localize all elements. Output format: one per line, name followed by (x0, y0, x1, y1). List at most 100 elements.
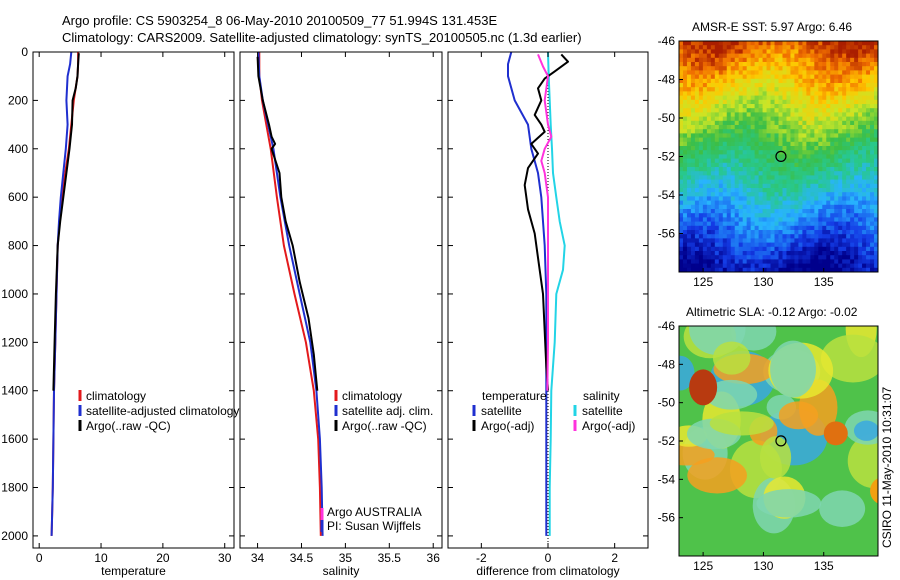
sst-map-cell (866, 49, 871, 55)
sst-map-cell (874, 175, 878, 181)
sst-map-cell (682, 95, 688, 101)
sst-map-cell (858, 167, 863, 172)
sst-map-cell (778, 192, 784, 197)
sst-map-cell (814, 41, 819, 46)
sst-map-cell (810, 49, 815, 55)
sla-map-anomaly-blob (705, 379, 758, 410)
sst-map-cell (790, 171, 796, 176)
sst-map-cell (766, 179, 772, 185)
sst-map-cell (682, 141, 688, 147)
sst-map-cell (850, 95, 855, 101)
sst-map-cell (766, 74, 772, 80)
sst-map-cell (758, 154, 764, 160)
sst-map-cell (730, 74, 736, 80)
sst-map-cell (818, 150, 823, 155)
sst-map-cell (766, 259, 772, 265)
sst-map-cell (730, 255, 736, 260)
sst-map-cell (790, 129, 796, 134)
sst-map-cell (758, 66, 764, 71)
sst-map-cell (690, 242, 696, 248)
sst-map-cell (838, 221, 843, 227)
sst-map-cell (870, 259, 875, 265)
sst-map-cell (862, 188, 867, 193)
sst-map-cell (818, 209, 823, 214)
sst-map-cell (866, 78, 871, 84)
sst-map-cell (862, 259, 867, 265)
sst-map-cell (714, 95, 720, 101)
sst-map-cell (790, 120, 796, 126)
sst-map-cell (726, 175, 732, 181)
sst-map-cell (774, 213, 780, 218)
sst-map-cell (782, 87, 788, 92)
sst-map-cell (770, 221, 776, 227)
sst-map-cell (742, 204, 748, 210)
sst-map-cell (806, 108, 811, 113)
sst-map-cell (690, 267, 696, 272)
sst-map-cell (682, 263, 688, 269)
sst-map-cell (774, 217, 780, 223)
sst-map-cell (806, 246, 811, 252)
sst-map-cell (694, 66, 700, 71)
sst-map-cell (702, 217, 708, 223)
sst-map-cell (790, 213, 796, 218)
sst-map-cell (742, 141, 748, 147)
sst-map-cell (750, 171, 756, 176)
sst-map-cell (718, 146, 724, 151)
sst-map-cell (834, 66, 839, 71)
sst-map-cell (754, 238, 760, 244)
sst-map-cell (746, 209, 752, 214)
sst-map-cell (826, 120, 831, 126)
sst-map-cell (679, 251, 684, 256)
sst-map-cell (730, 99, 736, 105)
sst-map-cell (778, 129, 784, 134)
sst-map-cell (806, 53, 811, 59)
sst-map-cell (782, 259, 788, 265)
sst-map-cell (862, 150, 867, 155)
sst-map-cell (734, 70, 740, 76)
sst-map-cell (694, 141, 700, 147)
sst-map-cell (786, 146, 792, 151)
sst-map-cell (750, 251, 756, 256)
sst-map-cell (854, 230, 859, 235)
sst-map-cell (770, 74, 776, 80)
sla-map-anomaly-blob (770, 340, 816, 398)
sst-map-cell (850, 108, 855, 113)
sst-map-cell (822, 125, 827, 130)
sst-map-cell (834, 141, 839, 147)
sst-map-cell (854, 221, 859, 227)
sst-map-cell (782, 255, 788, 260)
sst-map-cell (814, 150, 819, 155)
sst-map-cell (722, 209, 728, 214)
sst-map-cell (774, 158, 780, 164)
sst-map-cell (758, 87, 764, 92)
sst-map-cell (846, 196, 851, 202)
sst-map-cell (822, 129, 827, 134)
sla-map-lat-label: -54 (658, 472, 676, 486)
sst-map-cell (814, 83, 819, 88)
sst-map-cell (734, 158, 740, 164)
sst-map-cell (866, 188, 871, 193)
sst-map-cell (686, 225, 692, 231)
sst-map-cell (679, 259, 684, 265)
sst-map-cell (858, 53, 863, 59)
sst-map-cell (750, 74, 756, 80)
sst-map-cell (754, 221, 760, 227)
sst-map-cell (774, 66, 780, 71)
sst-map-cell (810, 91, 815, 97)
sst-map-cell (818, 74, 823, 80)
sst-map-cell (798, 179, 803, 185)
sst-map-cell (738, 196, 744, 202)
sst-map-cell (806, 62, 811, 67)
sst-map-cell (818, 45, 823, 50)
sst-map-cell (738, 242, 744, 248)
sst-map-cell (726, 251, 732, 256)
sst-map-cell (686, 255, 692, 260)
sst-map-cell (790, 162, 796, 168)
sst-map-lon-label: 125 (693, 275, 713, 289)
sst-map-cell (730, 209, 736, 214)
sst-map-cell (722, 129, 728, 134)
sst-map-cell (706, 154, 712, 160)
sst-map-cell (842, 259, 847, 265)
sst-map-cell (774, 171, 780, 176)
sst-map-cell (738, 108, 744, 113)
